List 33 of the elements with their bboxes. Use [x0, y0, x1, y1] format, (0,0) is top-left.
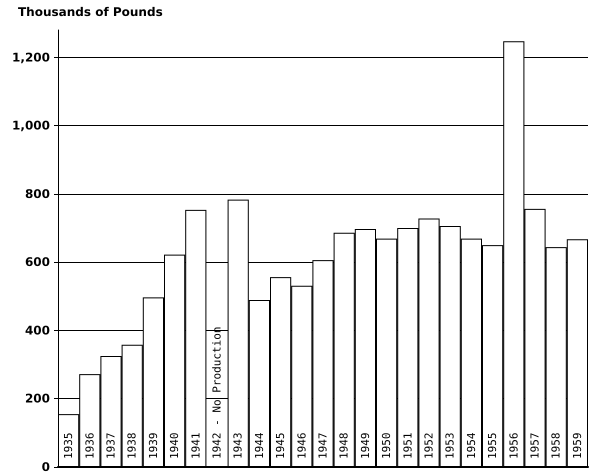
- x-tick-label: 1952: [422, 432, 436, 459]
- y-tick-label: 0: [42, 460, 50, 474]
- y-tick-label: 600: [24, 255, 50, 270]
- x-tick-label: 1957: [528, 432, 542, 459]
- x-tick-label: 1948: [338, 432, 351, 459]
- x-tick-label: 1955: [486, 432, 500, 459]
- x-tick-label: 1951: [401, 432, 414, 459]
- y-tick-label: 1,200: [12, 50, 50, 64]
- x-tick-label: 1940: [168, 432, 182, 459]
- x-tick-label: 1938: [126, 432, 139, 459]
- x-tick-label: 1945: [274, 432, 288, 459]
- y-tick-label: 1,000: [12, 118, 50, 133]
- x-tick-label: 1950: [380, 432, 394, 459]
- x-tick-label: 1941: [189, 432, 202, 459]
- x-tick-label: 1935: [62, 432, 76, 459]
- y-axis-title: Thousands of Pounds: [18, 5, 163, 19]
- x-tick-label: 1943: [232, 432, 245, 459]
- x-tick-label: 1956: [507, 432, 520, 459]
- x-tick-label: 1958: [550, 432, 563, 459]
- x-tick-label: 1939: [146, 432, 160, 459]
- x-tick-label: 1936: [83, 432, 96, 459]
- x-tick-label: 1954: [464, 432, 478, 459]
- y-tick-label: 200: [24, 392, 50, 406]
- x-tick-label: 1947: [316, 432, 330, 459]
- y-tick-label: 800: [24, 186, 50, 201]
- x-tick-label: 1944: [252, 432, 266, 459]
- x-tick-label: 1942 - No Production: [210, 326, 224, 459]
- x-tick-label: 1949: [358, 432, 372, 459]
- x-tick-label: 1953: [444, 432, 457, 459]
- x-tick-label: 1946: [295, 432, 308, 459]
- x-tick-label: 1937: [104, 432, 118, 459]
- x-tick-label: 1959: [570, 432, 584, 459]
- y-tick-label: 400: [24, 323, 50, 338]
